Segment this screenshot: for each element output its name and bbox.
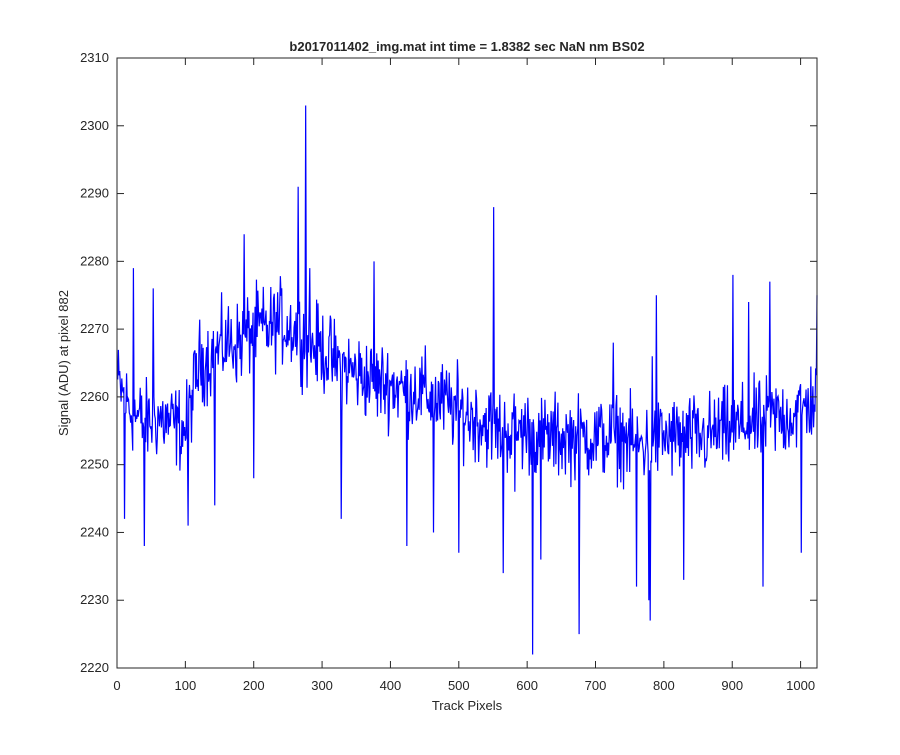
y-tick-label: 2240 (80, 524, 109, 539)
x-tick-label: 800 (653, 678, 675, 693)
y-tick-label: 2310 (80, 50, 109, 65)
x-tick-label: 200 (243, 678, 265, 693)
y-tick-label: 2220 (80, 660, 109, 675)
x-tick-label: 1000 (786, 678, 815, 693)
y-tick-label: 2300 (80, 118, 109, 133)
y-axis-label: Signal (ADU) at pixel 882 (56, 290, 71, 436)
y-tick-label: 2270 (80, 321, 109, 336)
x-axis: 0 100 200 300 400 500 600 700 800 900 1000 (113, 58, 815, 693)
y-tick-label: 2230 (80, 592, 109, 607)
x-tick-label: 0 (113, 678, 120, 693)
plot-area-background (117, 58, 817, 668)
series-line-0 (117, 105, 818, 655)
series-layer (117, 105, 818, 655)
plot-area-frame (116, 57, 818, 669)
x-tick-label: 600 (516, 678, 538, 693)
x-tick-label: 500 (448, 678, 470, 693)
y-tick-label: 2260 (80, 389, 109, 404)
x-tick-label: 900 (721, 678, 743, 693)
y-tick-label: 2250 (80, 457, 109, 472)
chart-title: b2017011402_img.mat int time = 1.8382 se… (289, 39, 644, 54)
x-tick-label: 100 (175, 678, 197, 693)
y-tick-label: 2290 (80, 186, 109, 201)
x-tick-label: 300 (311, 678, 333, 693)
x-axis-label: Track Pixels (432, 698, 503, 713)
x-tick-label: 700 (585, 678, 607, 693)
y-axis: 2220 2230 2240 2250 2260 2270 2280 2290 2300 2310 (80, 50, 817, 675)
x-tick-label: 400 (380, 678, 402, 693)
y-tick-label: 2280 (80, 253, 109, 268)
